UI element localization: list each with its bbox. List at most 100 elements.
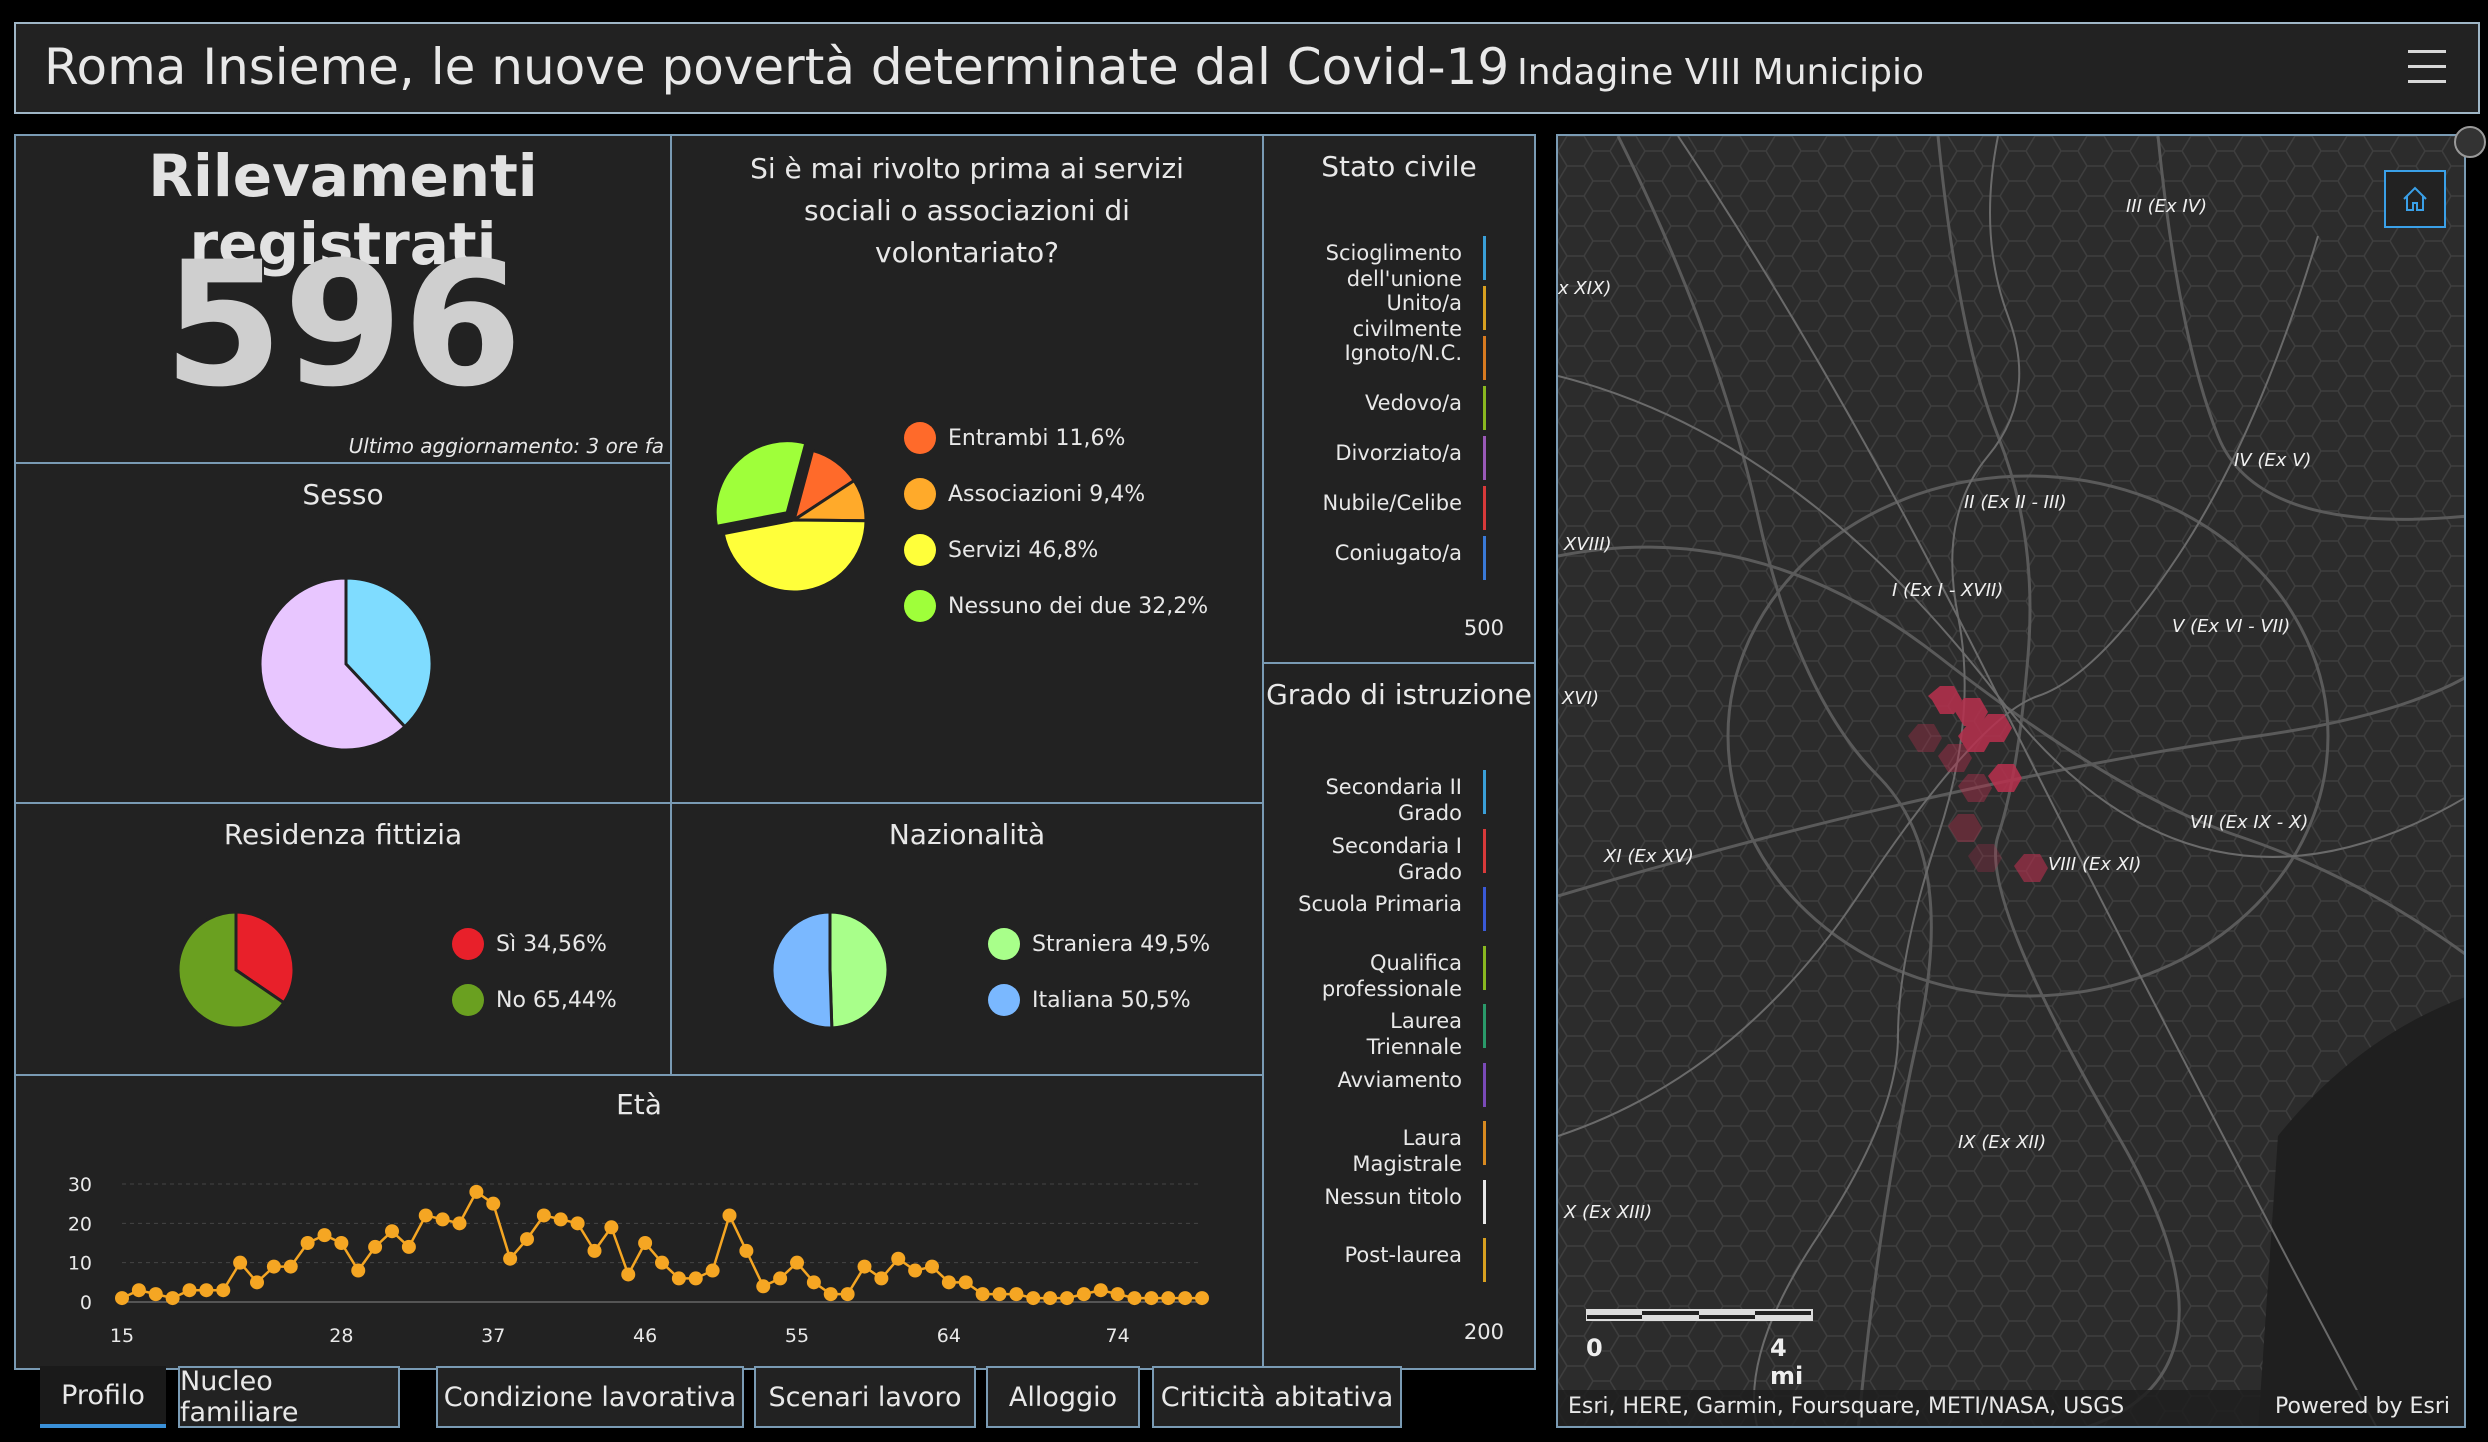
eta-point[interactable] xyxy=(671,1271,686,1286)
residenza-legend-item[interactable]: Sì 34,56% xyxy=(452,928,607,960)
stato-civile-category-bar[interactable] xyxy=(1483,286,1486,330)
istruzione-category-bar[interactable] xyxy=(1483,1121,1486,1165)
eta-point[interactable] xyxy=(941,1275,956,1290)
eta-point[interactable] xyxy=(115,1291,129,1306)
eta-point[interactable] xyxy=(486,1196,501,1211)
eta-point[interactable] xyxy=(621,1267,636,1282)
eta-point[interactable] xyxy=(418,1208,433,1223)
eta-point[interactable] xyxy=(233,1255,248,1270)
tab-scenari-lavoro[interactable]: Scenari lavoro xyxy=(754,1366,976,1428)
eta-point[interactable] xyxy=(1009,1287,1024,1302)
eta-point[interactable] xyxy=(908,1263,923,1278)
eta-point[interactable] xyxy=(266,1259,281,1274)
eta-point[interactable] xyxy=(1144,1291,1159,1306)
eta-point[interactable] xyxy=(182,1283,197,1298)
stato-civile-category-bar[interactable] xyxy=(1483,486,1486,530)
istruzione-category-bar[interactable] xyxy=(1483,770,1486,814)
residenza-legend-item[interactable]: No 65,44% xyxy=(452,984,617,1016)
eta-point[interactable] xyxy=(368,1239,383,1254)
istruzione-category-bar[interactable] xyxy=(1483,1179,1486,1224)
tab-criticita-abitativa[interactable]: Criticità abitativa xyxy=(1152,1366,1402,1428)
eta-point[interactable] xyxy=(773,1271,788,1286)
eta-point[interactable] xyxy=(385,1224,399,1239)
sesso-slice-0[interactable] xyxy=(344,576,434,729)
eta-point[interactable] xyxy=(840,1287,855,1302)
eta-point[interactable] xyxy=(925,1259,939,1274)
eta-point[interactable] xyxy=(520,1232,534,1247)
eta-point[interactable] xyxy=(131,1283,146,1298)
eta-point[interactable] xyxy=(1026,1291,1041,1306)
residenza-slice-1[interactable] xyxy=(176,910,286,1030)
tab-alloggio[interactable]: Alloggio xyxy=(986,1366,1140,1428)
eta-point[interactable] xyxy=(1178,1291,1193,1306)
eta-point[interactable] xyxy=(216,1283,231,1298)
eta-point[interactable] xyxy=(992,1287,1007,1302)
eta-point[interactable] xyxy=(874,1271,889,1286)
eta-point[interactable] xyxy=(334,1236,349,1250)
stato-civile-category-bar[interactable] xyxy=(1483,336,1486,380)
eta-point[interactable] xyxy=(570,1216,585,1231)
servizi-legend-item[interactable]: Entrambi 11,6% xyxy=(904,422,1125,454)
eta-point[interactable] xyxy=(756,1279,771,1294)
eta-point[interactable] xyxy=(790,1255,804,1270)
expand-icon[interactable] xyxy=(2454,126,2486,158)
eta-point[interactable] xyxy=(823,1287,838,1302)
stato-civile-category-bar[interactable] xyxy=(1483,236,1486,280)
residenza-slice-0[interactable] xyxy=(234,910,296,1005)
eta-point[interactable] xyxy=(317,1228,332,1243)
nazionalita-legend-item[interactable]: Straniera 49,5% xyxy=(988,928,1210,960)
eta-point[interactable] xyxy=(1043,1291,1058,1306)
istruzione-category-bar[interactable] xyxy=(1483,828,1486,873)
powered-by-link[interactable]: Powered by Esri xyxy=(2274,1394,2450,1419)
eta-point[interactable] xyxy=(688,1271,703,1286)
eta-point[interactable] xyxy=(1060,1291,1074,1306)
eta-point[interactable] xyxy=(1093,1283,1108,1298)
eta-point[interactable] xyxy=(891,1251,906,1266)
istruzione-category-bar[interactable] xyxy=(1483,1062,1486,1107)
eta-point[interactable] xyxy=(300,1236,315,1250)
eta-point[interactable] xyxy=(806,1275,821,1290)
stato-civile-category-bar[interactable] xyxy=(1483,436,1486,480)
eta-point[interactable] xyxy=(165,1291,180,1306)
eta-point[interactable] xyxy=(536,1208,551,1223)
tab-condizione-lavorativa[interactable]: Condizione lavorativa xyxy=(436,1366,744,1428)
eta-point[interactable] xyxy=(975,1287,990,1302)
stato-civile-category-bar[interactable] xyxy=(1483,386,1486,430)
eta-point[interactable] xyxy=(148,1287,163,1302)
eta-point[interactable] xyxy=(553,1212,568,1227)
eta-point[interactable] xyxy=(283,1259,298,1274)
eta-point[interactable] xyxy=(435,1212,450,1227)
eta-point[interactable] xyxy=(1110,1287,1125,1302)
eta-point[interactable] xyxy=(722,1208,737,1223)
eta-point[interactable] xyxy=(469,1184,484,1199)
eta-point[interactable] xyxy=(587,1243,602,1258)
nazionalita-slice-0[interactable] xyxy=(828,910,890,1030)
stato-civile-category-bar[interactable] xyxy=(1483,536,1486,580)
servizi-legend-item[interactable]: Servizi 46,8% xyxy=(904,534,1098,566)
nazionalita-legend-item[interactable]: Italiana 50,5% xyxy=(988,984,1191,1016)
eta-point[interactable] xyxy=(452,1216,467,1231)
istruzione-category-bar[interactable] xyxy=(1483,1004,1486,1048)
eta-point[interactable] xyxy=(351,1263,366,1278)
map-canvas[interactable] xyxy=(1558,136,2466,1428)
istruzione-category-bar[interactable] xyxy=(1483,887,1486,931)
eta-point[interactable] xyxy=(1195,1291,1209,1306)
eta-point[interactable] xyxy=(604,1220,619,1235)
map-panel[interactable]: III (Ex IV) x XIX) IV (Ex V) II (Ex II -… xyxy=(1556,134,2466,1428)
eta-point[interactable] xyxy=(857,1259,872,1274)
eta-point[interactable] xyxy=(503,1251,518,1266)
servizi-legend-item[interactable]: Associazioni 9,4% xyxy=(904,478,1145,510)
eta-point[interactable] xyxy=(401,1239,416,1254)
home-button[interactable] xyxy=(2384,170,2446,228)
servizi-slice-3[interactable] xyxy=(713,439,808,529)
tab-profilo[interactable]: Profilo xyxy=(40,1366,166,1428)
eta-point[interactable] xyxy=(1161,1291,1176,1306)
servizi-slice-2[interactable] xyxy=(721,518,868,594)
eta-point[interactable] xyxy=(958,1275,973,1290)
eta-point[interactable] xyxy=(1127,1291,1142,1306)
eta-point[interactable] xyxy=(655,1255,669,1270)
servizi-legend-item[interactable]: Nessuno dei due 32,2% xyxy=(904,590,1208,622)
eta-point[interactable] xyxy=(705,1263,720,1278)
istruzione-category-bar[interactable] xyxy=(1483,1238,1486,1282)
eta-point[interactable] xyxy=(739,1243,754,1258)
